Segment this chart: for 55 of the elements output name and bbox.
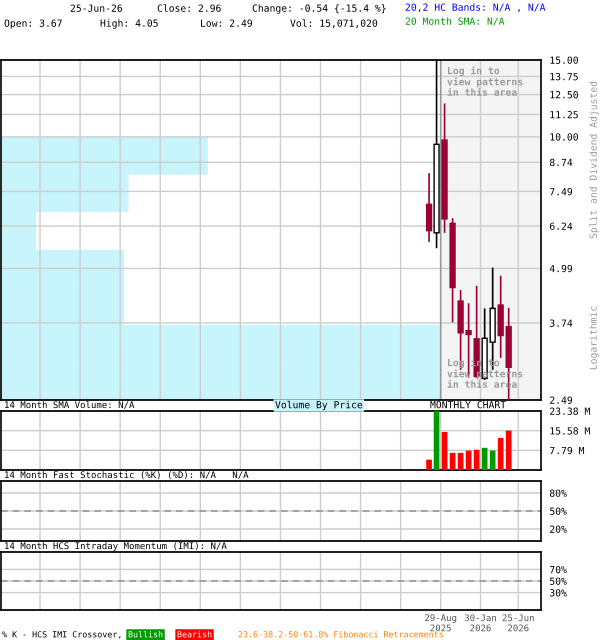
text: Open: 3.67	[4, 19, 62, 29]
text: Close: 2.96	[158, 4, 221, 12]
bar	[506, 430, 512, 470]
text: 25-Jun-26	[70, 4, 122, 12]
x-tick-label: 30-Jan 2026	[464, 614, 496, 632]
x-tick-label: 25-Jun 2026	[502, 614, 534, 632]
y-tick-label: 80%	[550, 490, 567, 497]
y-tick-label: 12.50	[550, 91, 578, 98]
bar	[458, 452, 464, 470]
ref-line-label: 50%	[550, 508, 567, 515]
bar	[482, 448, 488, 470]
bar	[442, 432, 448, 470]
text: Logarithmic	[589, 306, 599, 370]
text: % K - HCS IMI Crossover,	[2, 631, 120, 638]
bar	[490, 450, 496, 470]
chart-subtitle: MONTHLY CHART	[430, 400, 506, 408]
text: Bearish	[178, 630, 212, 638]
text: 20 Month SMA: N/A	[406, 17, 504, 26]
y-tick-label: 23.38 M	[550, 408, 590, 415]
y-tick-label: 6.24	[550, 222, 572, 230]
bar	[466, 450, 472, 470]
y-tick-label: 15.00	[550, 56, 578, 64]
y-tick-label: 8.74	[550, 158, 572, 166]
text: Bullish	[128, 630, 162, 638]
chart-title: 14 Month Fast Stochastic (%K) (%D): N/A N/A	[5, 471, 248, 480]
chart-title: 14 Month HCS Intraday Momentum (IMI): N/A	[5, 542, 227, 551]
bar	[498, 438, 504, 470]
text: Change: -0.54 {-15.4 %}	[252, 4, 386, 14]
y-tick-label: 70%	[550, 566, 567, 574]
text: 23.6-38.2-50-61.8% Fibonacci Retracements	[238, 630, 443, 638]
text: High: 4.05	[100, 19, 158, 29]
y-tick-label: 30%	[550, 589, 567, 596]
y-tick-label: 7.79 M	[550, 446, 584, 454]
y-tick-label: 15.58 M	[550, 427, 590, 435]
y-tick-label: 10.00	[550, 133, 578, 141]
text: Volume By Price	[275, 400, 362, 410]
bar	[450, 452, 456, 470]
y-tick-label: 11.25	[550, 110, 578, 118]
text: Low: 2.49	[201, 19, 252, 27]
y-tick-label: 13.75	[550, 72, 578, 80]
bar	[426, 460, 432, 470]
text: 20,2 HC Bands: N/A , N/A	[406, 3, 546, 12]
y-tick-label: 2.49	[550, 396, 572, 404]
y-tick-label: 7.49	[550, 188, 572, 196]
y-tick-label: 4.99	[550, 264, 572, 272]
ref-line-label: 50%	[550, 578, 567, 585]
text: Vol: 15,071,020	[290, 19, 378, 28]
bar	[434, 411, 440, 470]
bar	[474, 450, 480, 470]
y-tick-label: 3.74	[550, 319, 572, 327]
y-axis-title: Split and Dividend Adjusted	[589, 82, 599, 238]
y-tick-label: 20%	[550, 526, 567, 533]
chart-title: 14 Month SMA Volume: N/A	[5, 401, 134, 409]
annotation: Log in to view patterns in this area	[447, 66, 522, 96]
x-tick-label: 29-Aug 2025	[425, 614, 456, 632]
